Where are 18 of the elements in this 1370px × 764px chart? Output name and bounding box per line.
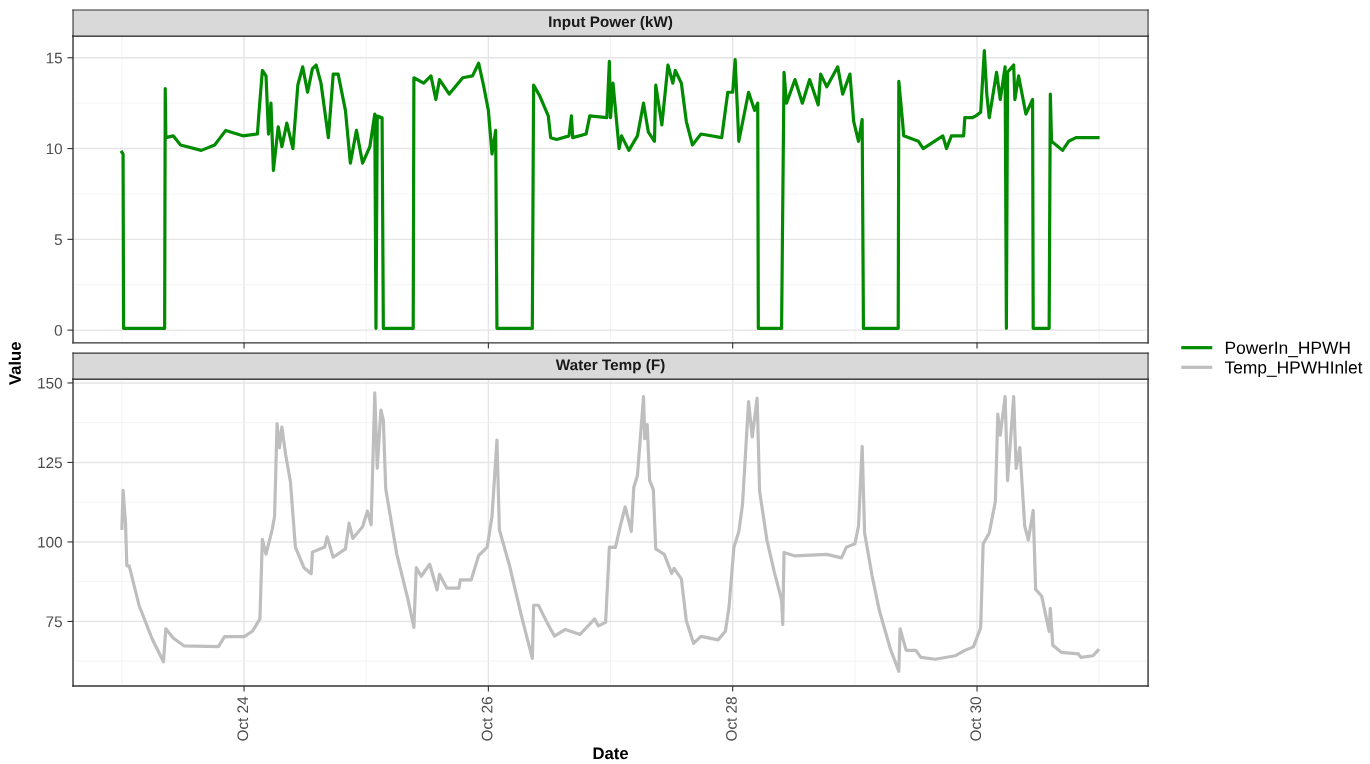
y-tick-label: 10	[46, 143, 63, 155]
x-tick-label: Oct 26	[481, 697, 493, 741]
y-tick-label: 150	[38, 377, 63, 389]
x-tick-label: Oct 30	[970, 697, 982, 741]
y-tick-label: 125	[38, 457, 62, 469]
x-tick-label: Oct 24	[237, 696, 249, 741]
y-tick-label: 15	[46, 52, 62, 64]
y-tick-label: 0	[54, 325, 63, 336]
chart-title: Water Temp (F)	[555, 359, 665, 374]
legend-label: PowerIn_HPWH	[1225, 341, 1350, 358]
y-tick-label: 75	[46, 616, 62, 628]
chart-title: Input Power (kW)	[549, 15, 673, 31]
legend-label: Temp_HPWHInlet	[1224, 360, 1363, 377]
x-tick-label: Oct 28	[725, 697, 737, 741]
y-tick-label: 5	[54, 234, 62, 246]
x-axis-title: Date	[593, 747, 629, 760]
y-axis-title: Value	[8, 342, 21, 385]
y-tick-label: 100	[38, 536, 63, 548]
